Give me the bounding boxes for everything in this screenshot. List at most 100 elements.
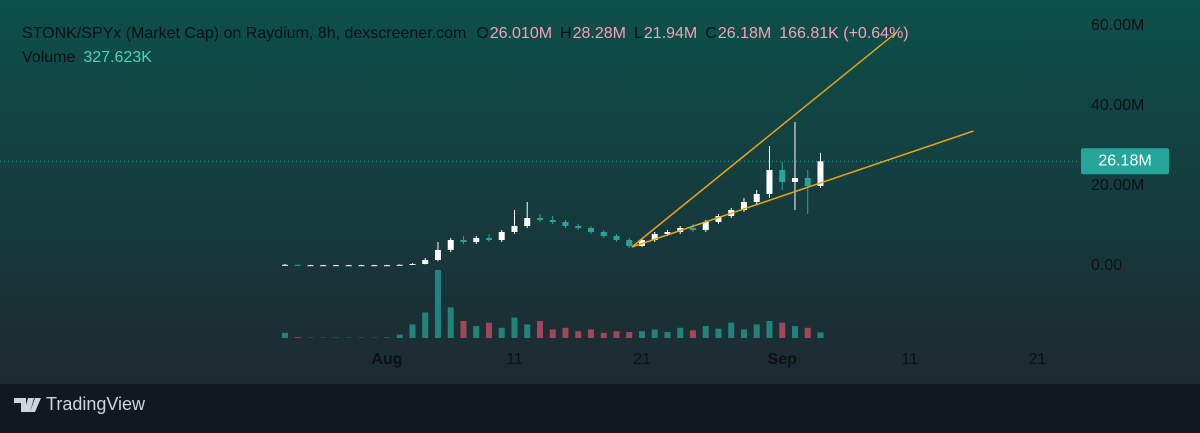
volume-bar [588,330,594,339]
candle-body [486,238,492,240]
title: STONK/SPYx (Market Cap) on Raydium, 8h, … [22,25,466,42]
candle-body [358,265,364,266]
chart-background [0,0,1200,384]
volume-bar [792,326,798,338]
ohlc-value: 26.18M [718,25,771,42]
candle-body [588,228,594,232]
brand: TradingView [14,394,146,414]
volume-bar [715,329,721,338]
volume-bar [409,324,415,338]
volume-bar [817,332,823,338]
volume-bar [384,337,390,338]
y-tick-label: 40.00M [1091,97,1144,114]
volume-bar [766,321,772,338]
ohlc-key: H [560,25,572,42]
candle-body [384,265,390,266]
volume-bar [639,331,645,338]
candle-body [779,170,785,182]
candle-body [601,232,607,236]
candle-body [537,218,543,220]
candle-body [460,240,466,242]
volume-bar [524,324,530,338]
volume-value: 327.623K [83,49,152,66]
volume-bar [613,331,619,338]
candle-body [448,240,454,250]
volume-bar [550,330,556,339]
volume-bar [575,331,581,338]
volume-bar [728,323,734,338]
volume-bar [499,328,505,338]
x-tick-label: 21 [1028,351,1046,368]
volume-bar [473,326,479,338]
volume-bar [677,328,683,338]
volume-bar [626,332,632,338]
candle-body [613,236,619,240]
volume-bar [295,337,301,338]
ohlc-key: C [705,25,717,42]
candle-body [511,226,517,232]
candle-body [626,240,632,246]
volume-bar [562,328,568,338]
y-tick-label: 0.00 [1091,257,1122,274]
ohlc-key: O [476,25,488,42]
volume-bar [282,333,288,338]
y-tick-label: 60.00M [1091,17,1144,34]
candle-body [346,265,352,266]
candle-body [473,238,479,242]
volume-bar [460,321,466,338]
volume-bar [511,318,517,338]
candle-body [333,265,339,266]
candle-body [575,226,581,228]
volume-bar [741,330,747,339]
ohlc-value: 26.010M [490,25,552,42]
candle-body [307,265,313,266]
candle-body [805,178,811,186]
change: 166.81K (+0.64%) [779,25,908,42]
volume-bar [652,330,658,339]
volume-bar [664,332,670,338]
candle-body [371,265,377,266]
volume-bar [805,328,811,338]
volume-bar [601,333,607,338]
volume-bar [754,324,760,338]
candle-body [320,265,326,266]
volume-bar [690,330,696,338]
candle-body [754,194,760,202]
candle-body [792,178,798,182]
volume-bar [448,307,454,338]
x-tick-label: Sep [768,351,798,368]
candle-body [295,265,301,266]
volume-bar [703,326,709,338]
candle-body [409,264,415,265]
last-price-label: 26.18M [1098,152,1151,169]
candle-body [550,220,556,222]
logo [14,398,41,412]
candle-body [282,265,288,266]
volume-bar [397,335,403,338]
candle-body [397,265,403,266]
y-tick-label: 20.00M [1091,177,1144,194]
volume-bar [422,313,428,339]
ohlc-value: 28.28M [573,25,626,42]
candle-body [422,260,428,264]
x-tick-label: Aug [371,351,402,368]
candle-body [562,222,568,226]
x-tick-label: 21 [633,351,651,368]
candle-body [766,170,772,194]
candle-body [499,232,505,240]
volume-bar [537,321,543,338]
volume-bar [779,323,785,338]
volume-bar [435,270,441,338]
candle-body [690,228,696,230]
x-tick-label: 11 [901,351,918,368]
volume-label: Volume [22,49,75,66]
candle-body [524,218,530,226]
ohlc-value: 21.94M [644,25,697,42]
brand-name: TradingView [46,394,146,414]
candle-body [435,250,441,260]
volume-bar [486,323,492,338]
ohlc-key: L [634,25,643,42]
x-tick-label: 11 [506,351,523,368]
